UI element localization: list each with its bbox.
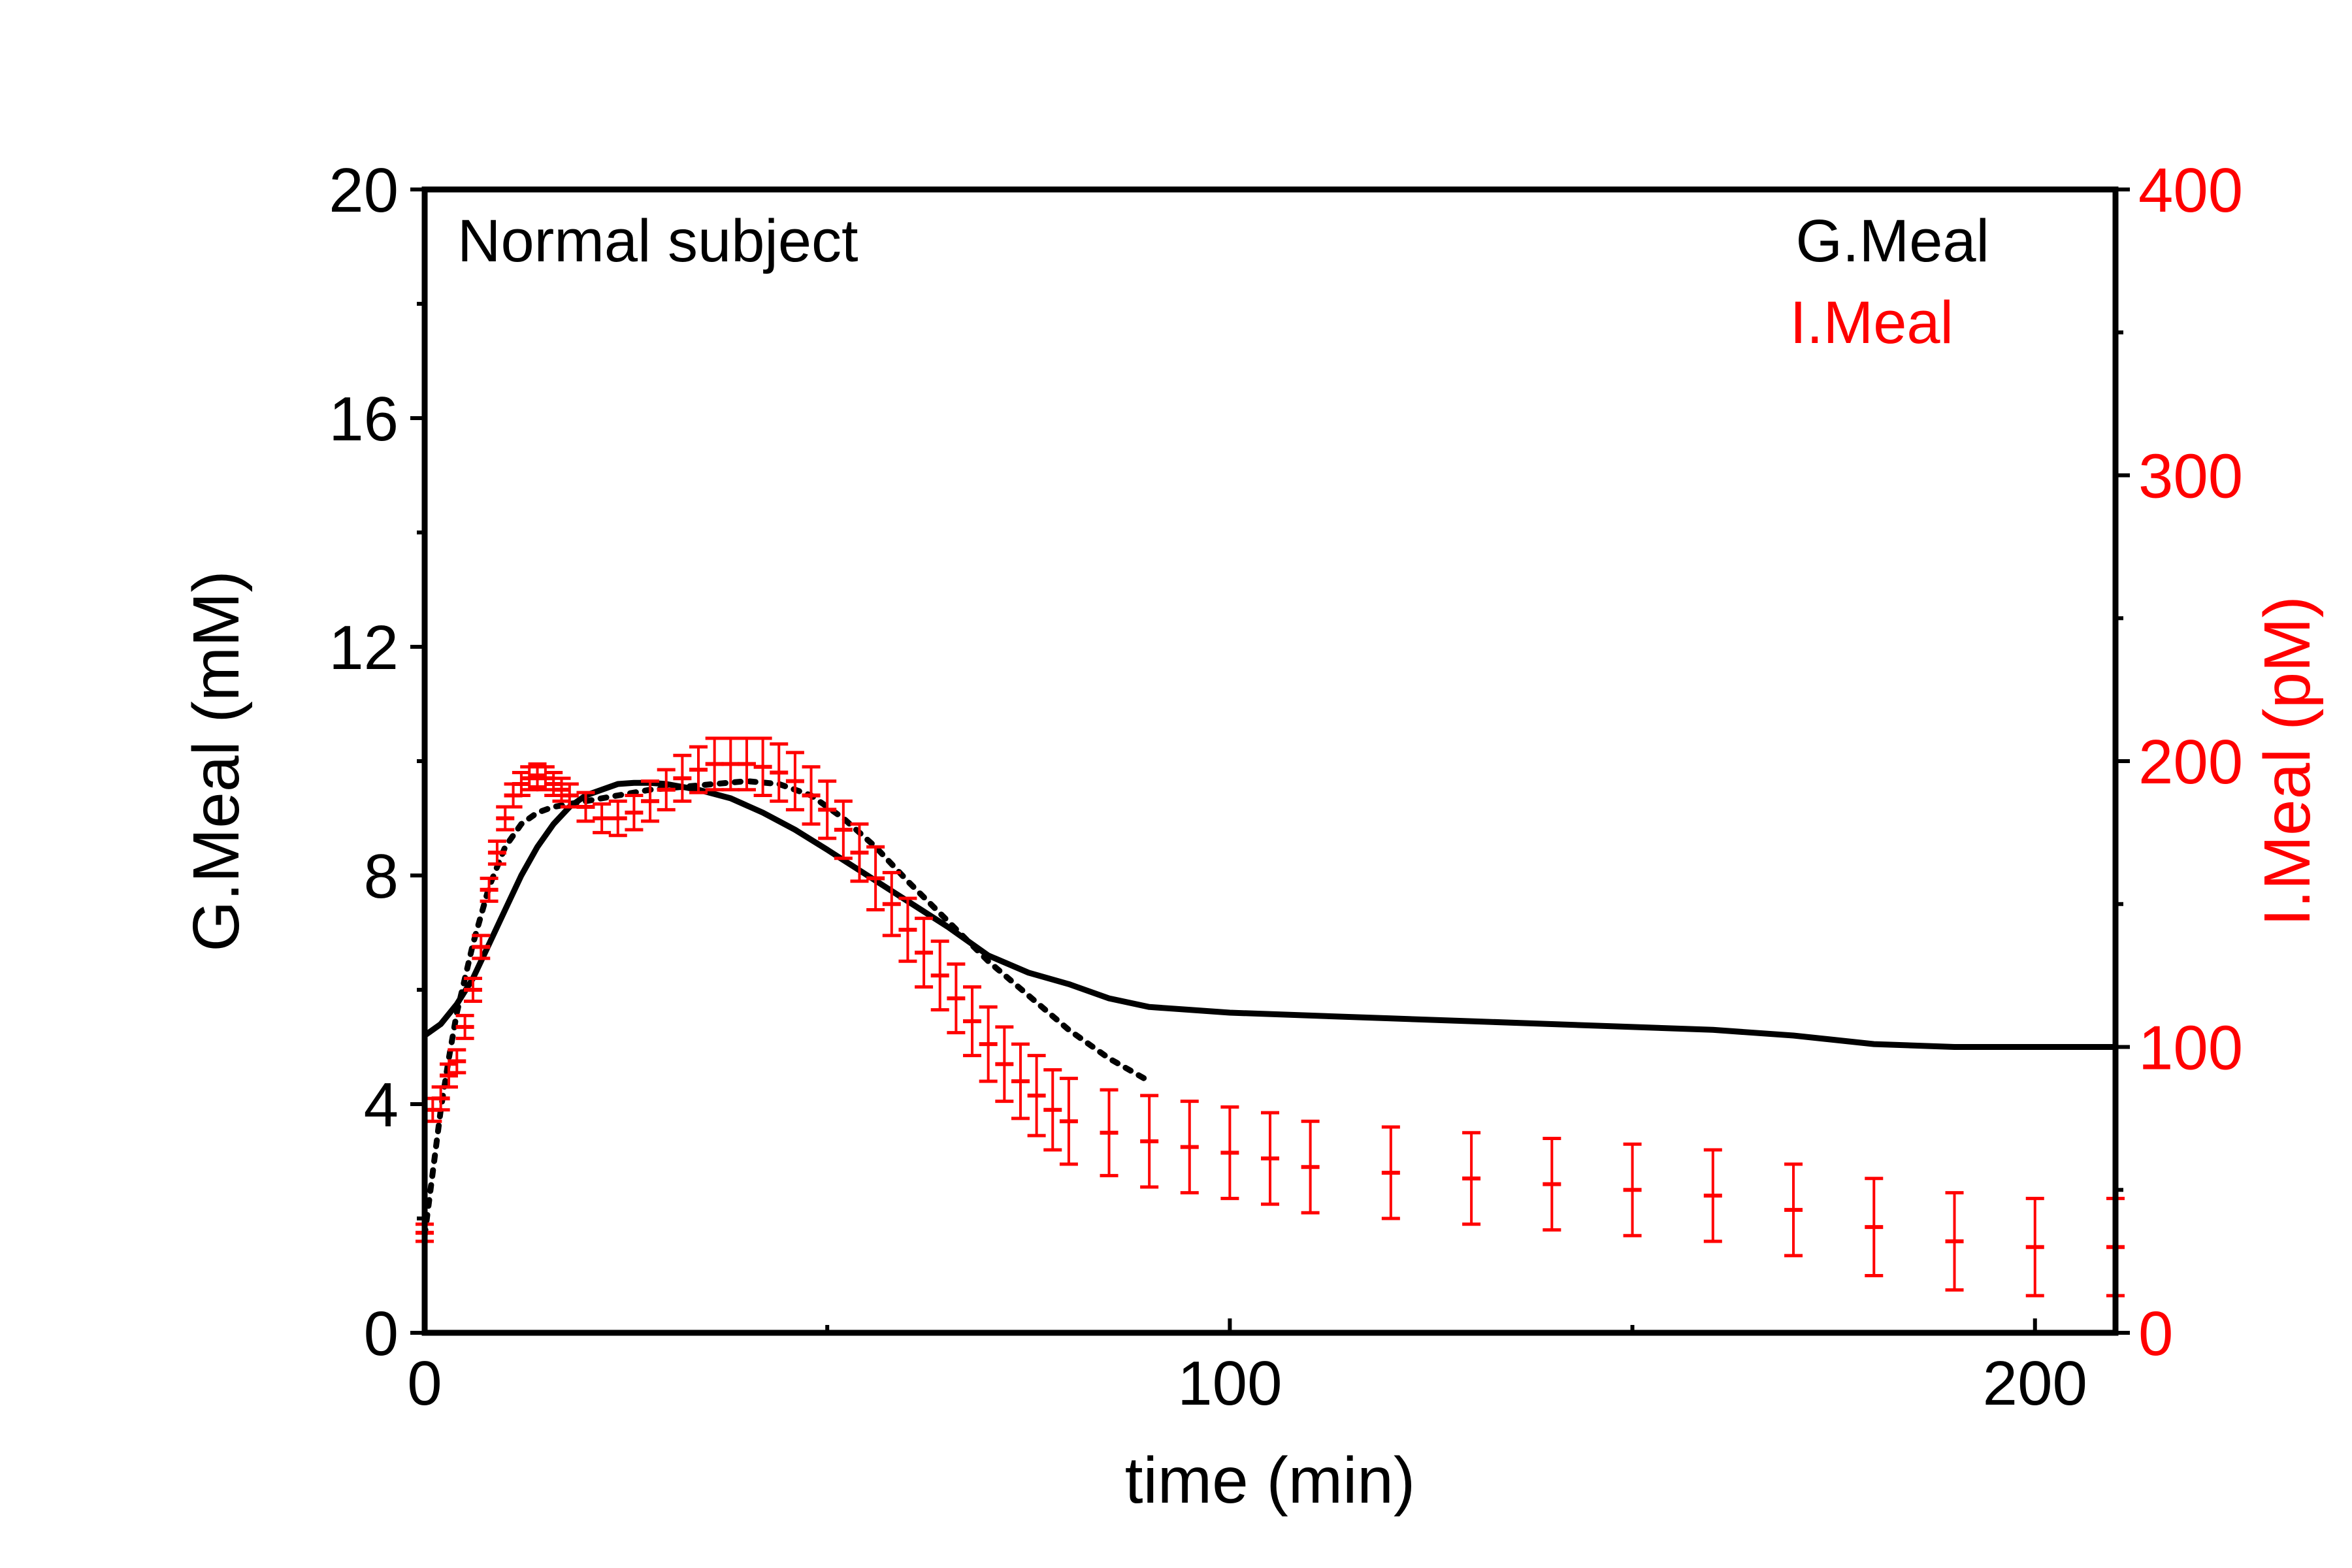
- insulin-point: [882, 871, 901, 938]
- insulin-point: [850, 822, 869, 883]
- x-axis-title: time (min): [1125, 1444, 1415, 1517]
- insulin-point: [1180, 1100, 1199, 1195]
- insulin-point: [439, 1062, 458, 1089]
- insulin-point: [472, 934, 491, 960]
- insulin-point: [818, 779, 837, 840]
- insulin-point: [995, 1025, 1014, 1103]
- x-tick-label: 100: [1177, 1348, 1282, 1418]
- insulin-point: [1543, 1137, 1561, 1232]
- y-right-tick-label: 400: [2138, 155, 2243, 225]
- y-right-tick-label: 200: [2138, 727, 2243, 797]
- y-left-tick-label: 4: [364, 1070, 399, 1140]
- series-layer: [416, 736, 2125, 1298]
- insulin-point: [1059, 1077, 1078, 1166]
- y-left-tick-label: 20: [329, 155, 399, 225]
- insulin-point: [1140, 1094, 1159, 1189]
- insulin-point: [448, 1048, 466, 1075]
- insulin-point: [625, 794, 644, 832]
- insulin-point: [1011, 1042, 1030, 1120]
- insulin-point: [463, 977, 482, 1003]
- insulin-point: [963, 985, 982, 1058]
- y-right-tick-label: 100: [2138, 1013, 2243, 1083]
- insulin-point: [834, 799, 853, 860]
- insulin-point: [1623, 1142, 1642, 1237]
- insulin-point: [1027, 1054, 1046, 1137]
- y-axis-title-left: G.Meal (mM): [180, 570, 253, 951]
- insulin-point: [753, 736, 772, 797]
- insulin-point: [2025, 1196, 2044, 1298]
- insulin-point: [979, 1005, 998, 1083]
- insulin-point: [721, 736, 740, 792]
- insulin-point: [1100, 1088, 1119, 1177]
- insulin-point: [673, 753, 692, 803]
- insulin-point: [1043, 1068, 1062, 1152]
- insulin-point: [1865, 1177, 1884, 1277]
- insulin-point: [487, 840, 506, 866]
- x-tick-label: 200: [1983, 1348, 2087, 1418]
- insulin-point: [930, 939, 949, 1012]
- insulin-point: [947, 962, 966, 1035]
- glucose-line: [423, 779, 2115, 1050]
- insulin-point: [705, 736, 724, 792]
- y-right-tick-label: 300: [2138, 442, 2243, 512]
- insulin-point: [480, 876, 498, 903]
- label-layer: Normal subject G.Meal I.Meal time (min) …: [180, 208, 2324, 1517]
- insulin-point: [560, 782, 579, 809]
- legend-label-insulin: I.Meal: [1789, 289, 1953, 356]
- y-right-tick-label: 0: [2138, 1299, 2173, 1369]
- insulin-point: [866, 845, 885, 911]
- insulin-point: [431, 1085, 450, 1112]
- insulin-point: [1301, 1119, 1320, 1215]
- insulin-point: [737, 736, 756, 792]
- insulin-point: [1220, 1105, 1239, 1200]
- insulin-point: [1945, 1191, 1964, 1292]
- y-left-tick-label: 12: [329, 613, 399, 683]
- insulin-point: [898, 896, 917, 963]
- insulin-point: [1784, 1162, 1803, 1258]
- insulin-point: [1462, 1131, 1481, 1226]
- insulin-point: [455, 1013, 474, 1040]
- insulin-point: [496, 805, 515, 832]
- y-left-tick-label: 16: [329, 384, 399, 454]
- insulin-point: [1261, 1111, 1279, 1206]
- insulin-point: [785, 751, 804, 811]
- insulin-point: [641, 779, 660, 823]
- y-left-tick-label: 0: [364, 1299, 399, 1369]
- x-tick-label: 0: [407, 1348, 442, 1418]
- insulin-point: [1703, 1148, 1722, 1243]
- insulin-point: [552, 776, 571, 803]
- series-i-meal: [416, 736, 2125, 1298]
- insulin-point: [512, 771, 531, 797]
- insulin-point: [576, 791, 595, 823]
- insulin-point: [657, 768, 676, 811]
- insulin-point: [608, 799, 627, 838]
- insulin-point: [915, 917, 934, 989]
- insulin-point: [770, 742, 789, 803]
- insulin-point: [689, 745, 708, 794]
- insulin-point: [1381, 1125, 1400, 1220]
- legend-label-glucose: G.Meal: [1795, 208, 1989, 274]
- insulin-point: [802, 765, 821, 826]
- insulin-point: [593, 802, 612, 834]
- y-left-tick-label: 8: [364, 841, 399, 911]
- y-axis-title-right: I.Meal (pM): [2251, 596, 2324, 926]
- insulin-point: [544, 771, 563, 797]
- annotation-label: Normal subject: [457, 208, 858, 274]
